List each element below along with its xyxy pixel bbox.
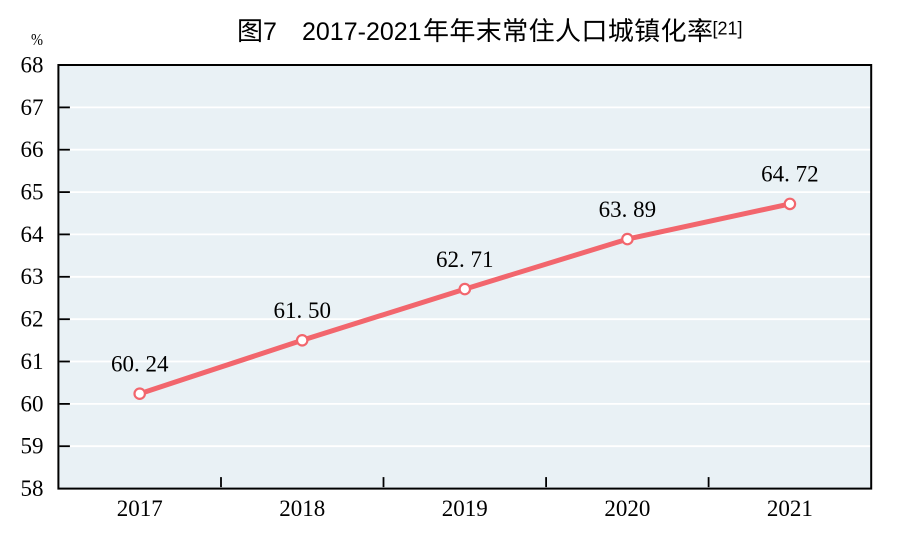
svg-text:64: 64	[21, 222, 45, 247]
svg-text:60: 60	[21, 391, 44, 416]
svg-text:62: 62	[21, 307, 44, 332]
svg-text:2021: 2021	[767, 496, 813, 521]
svg-text:2017-2021: 2017-2021	[302, 18, 422, 46]
svg-text:64. 72: 64. 72	[761, 162, 819, 187]
svg-text:%: %	[31, 30, 43, 49]
svg-text:7: 7	[263, 18, 277, 46]
svg-text:62. 71: 62. 71	[436, 247, 494, 272]
svg-text:61. 50: 61. 50	[273, 298, 331, 323]
svg-text:67: 67	[21, 95, 44, 120]
svg-text:2017: 2017	[117, 496, 163, 521]
svg-text:66: 66	[21, 137, 44, 162]
svg-text:65: 65	[21, 180, 44, 205]
svg-text:2018: 2018	[279, 496, 325, 521]
svg-text:2019: 2019	[442, 496, 488, 521]
svg-text:68: 68	[21, 52, 44, 77]
svg-text:59: 59	[21, 434, 44, 459]
svg-text:58: 58	[21, 476, 44, 501]
svg-text:60. 24: 60. 24	[111, 351, 169, 376]
svg-text:[21]: [21]	[713, 19, 743, 39]
svg-text:2020: 2020	[604, 496, 650, 521]
svg-text:63: 63	[21, 264, 44, 289]
svg-text:61: 61	[21, 349, 44, 374]
svg-text:63. 89: 63. 89	[599, 197, 657, 222]
